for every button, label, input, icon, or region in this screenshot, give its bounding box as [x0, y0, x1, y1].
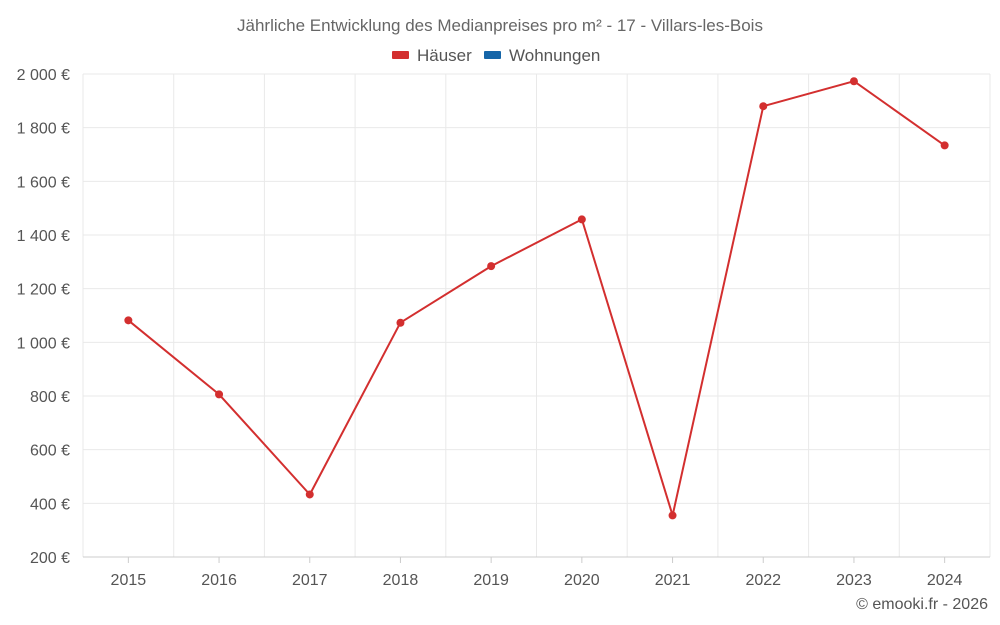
y-tick-label: 1 000 € [17, 335, 70, 352]
legend-label-haeuser: Häuser [417, 46, 472, 65]
x-tick-label: 2015 [111, 572, 147, 589]
data-point[interactable] [668, 511, 677, 520]
data-point[interactable] [305, 490, 314, 499]
y-tick-label: 200 € [30, 550, 70, 567]
data-point[interactable] [215, 390, 224, 399]
y-tick-label: 1 400 € [17, 228, 70, 245]
data-point[interactable] [124, 316, 133, 325]
data-point[interactable] [396, 318, 405, 327]
x-tick-label: 2018 [383, 572, 419, 589]
x-tick-label: 2017 [292, 572, 328, 589]
series-line [127, 80, 946, 517]
series-haeuser [124, 77, 949, 520]
legend-item-wohnungen[interactable]: Wohnungen [484, 46, 600, 65]
y-tick-label: 1 600 € [17, 174, 70, 191]
legend-item-haeuser[interactable]: Häuser [392, 46, 472, 65]
y-tick-label: 1 200 € [17, 282, 70, 299]
x-tick-label: 2024 [927, 572, 963, 589]
legend-swatch-wohnungen [484, 51, 501, 59]
x-tick-label: 2016 [201, 572, 237, 589]
axes: 200 € 400 € 600 € 800 € 1 000 € 1 200 € 1 400 … [17, 67, 990, 589]
y-tick-label: 400 € [30, 496, 70, 513]
legend: Häuser Wohnungen [392, 46, 600, 65]
chart-title: Jährliche Entwicklung des Medianpreises … [237, 16, 763, 35]
legend-label-wohnungen: Wohnungen [509, 46, 600, 65]
x-tick-label: 2023 [836, 572, 872, 589]
data-point[interactable] [759, 102, 768, 111]
x-tick-label: 2021 [655, 572, 691, 589]
x-tick-label: 2020 [564, 572, 600, 589]
x-tick-label: 2019 [473, 572, 509, 589]
data-point[interactable] [940, 141, 949, 150]
credit-text: © emooki.fr - 2026 [856, 596, 988, 613]
y-tick-label: 1 800 € [17, 121, 70, 138]
x-tick-label: 2022 [745, 572, 781, 589]
grid [82, 73, 991, 557]
y-tick-label: 600 € [30, 443, 70, 460]
data-point[interactable] [577, 215, 586, 224]
y-tick-label: 800 € [30, 389, 70, 406]
y-tick-label: 2 000 € [17, 67, 70, 84]
data-point[interactable] [849, 77, 858, 86]
data-point[interactable] [487, 262, 496, 271]
legend-swatch-haeuser [392, 51, 409, 59]
